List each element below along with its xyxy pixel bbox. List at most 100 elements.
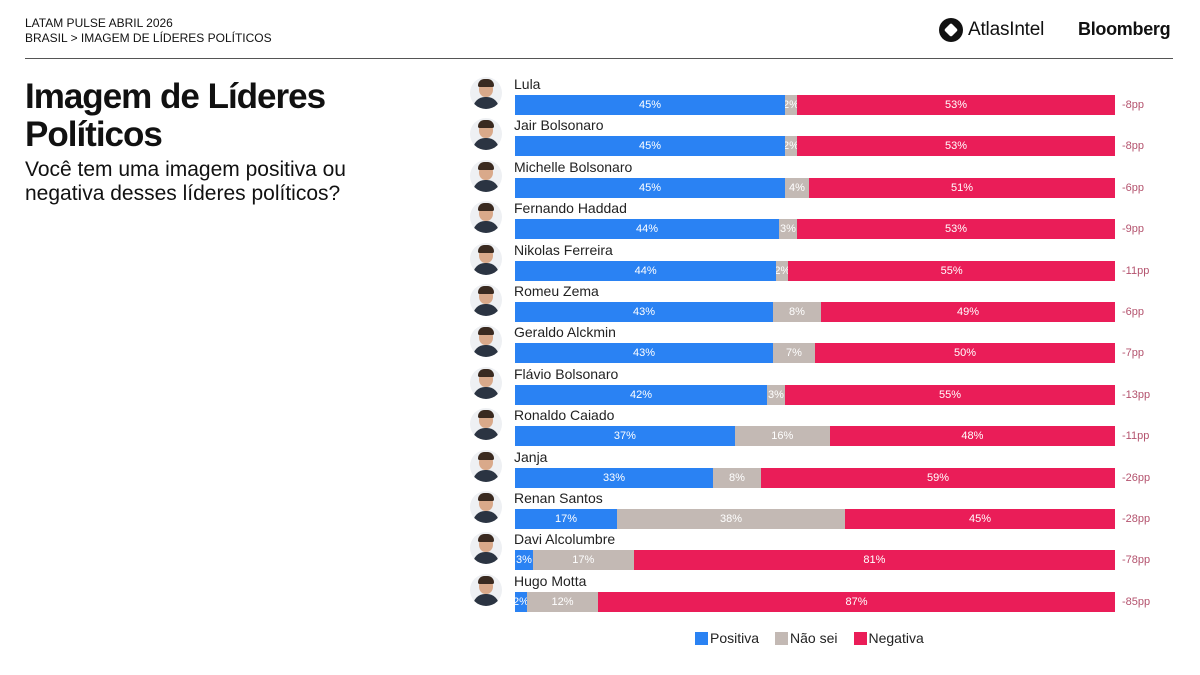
header-divider xyxy=(25,58,1173,59)
stacked-bar: 3% 17% 81% xyxy=(515,550,1115,571)
stacked-bar: 45% 2% 53% xyxy=(515,136,1115,157)
bar-segment-nao-sei: 4% xyxy=(785,177,809,198)
stacked-bar: 45% 4% 51% xyxy=(515,177,1115,198)
bar-segment-positiva: 2% xyxy=(515,591,527,612)
data-label-positiva: 45% xyxy=(638,99,662,111)
avatar-hair-shape xyxy=(478,244,494,253)
bar-segment-negativa: 51% xyxy=(809,177,1115,198)
net-balance-label: -8pp xyxy=(1122,140,1145,153)
avatar-body-shape xyxy=(473,345,499,358)
category-label: Ronaldo Caiado xyxy=(514,407,615,424)
header-kicker-block: LATAM PULSE ABRIL 2026 BRASIL > IMAGEM D… xyxy=(25,16,272,46)
net-balance-label: -26pp xyxy=(1122,471,1151,484)
legend-label-nao-sei: Não sei xyxy=(790,630,838,646)
data-label-nao-sei: 38% xyxy=(719,513,743,525)
bar-segment-positiva: 45% xyxy=(515,95,785,115)
politician-avatar xyxy=(470,325,502,358)
category-label: Renan Santos xyxy=(514,490,603,506)
data-label-positiva: 33% xyxy=(602,471,626,484)
category-label: Lula xyxy=(514,76,541,92)
chart-row: Renan Santos 17% 38% 45% -28pp xyxy=(468,490,1188,531)
avatar-body-shape xyxy=(473,221,499,234)
politician-avatar xyxy=(470,159,502,192)
avatar-body-shape xyxy=(473,552,499,565)
net-balance-label: -11pp xyxy=(1122,430,1150,443)
avatar-hair-shape xyxy=(478,79,494,87)
bar-segment-nao-sei: 12% xyxy=(526,591,599,612)
net-balance-label: -11pp xyxy=(1122,264,1150,277)
bar-segment-positiva: 17% xyxy=(515,509,617,529)
bar-segment-negativa: 53% xyxy=(797,219,1115,240)
chart-row: Hugo Motta 2% 12% 87% -85pp xyxy=(468,573,1188,614)
category-label: Flávio Bolsonaro xyxy=(514,365,619,382)
politician-avatar xyxy=(470,449,502,482)
chart-row: Romeu Zema 43% 8% 49% -6pp xyxy=(468,283,1188,324)
bar-segment-positiva: 33% xyxy=(515,467,713,488)
bar-segment-positiva: 44% xyxy=(515,219,779,240)
bar-segment-negativa: 55% xyxy=(788,260,1115,281)
bar-segment-nao-sei: 2% xyxy=(785,136,797,157)
data-label-positiva: 43% xyxy=(632,306,656,318)
avatar-hair-shape xyxy=(478,410,494,419)
bar-segment-negativa: 48% xyxy=(829,426,1115,447)
bar-segment-negativa: 59% xyxy=(761,467,1115,488)
bar-segment-positiva: 44% xyxy=(515,260,777,281)
net-balance-label: -6pp xyxy=(1122,181,1145,194)
avatar-body-shape xyxy=(473,593,499,606)
stacked-bar: 42% 3% 55% xyxy=(515,384,1115,405)
avatar-hair-shape xyxy=(478,120,494,129)
politician-avatar xyxy=(470,491,502,523)
net-balance-label: -9pp xyxy=(1122,223,1145,236)
bar-segment-negativa: 53% xyxy=(797,95,1115,115)
avatar-hair-shape xyxy=(478,368,494,377)
net-balance-label: -8pp xyxy=(1122,99,1145,111)
chart-row: Nikolas Ferreira 44% 2% 55% -11pp xyxy=(468,242,1188,283)
avatar-hair-shape xyxy=(478,451,494,460)
data-label-nao-sei: 8% xyxy=(789,306,805,318)
bloomberg-logo: Bloomberg xyxy=(1078,19,1171,39)
politician-avatar xyxy=(470,201,502,234)
avatar-body-shape xyxy=(473,138,499,151)
chart-row: Janja 33% 8% 59% -26pp xyxy=(468,449,1188,490)
bar-segment-positiva: 37% xyxy=(515,426,735,447)
category-label: Nikolas Ferreira xyxy=(514,241,613,258)
avatar-body-shape xyxy=(473,97,499,109)
bar-segment-nao-sei: 17% xyxy=(532,550,634,571)
data-label-negativa: 49% xyxy=(956,306,980,318)
data-label-nao-sei: 4% xyxy=(789,181,805,194)
avatar-hair-shape xyxy=(478,286,494,294)
category-label: Michelle Bolsonaro xyxy=(514,158,633,175)
category-label: Jair Bolsonaro xyxy=(514,117,604,134)
avatar-hair-shape xyxy=(478,493,494,501)
bar-segment-negativa: 55% xyxy=(785,384,1115,405)
data-label-positiva: 45% xyxy=(638,140,662,153)
report-kicker: LATAM PULSE ABRIL 2026 xyxy=(25,16,173,30)
data-label-positiva: 17% xyxy=(554,513,578,525)
net-balance-label: -13pp xyxy=(1122,388,1151,401)
atlasintel-logo: AtlasIntel xyxy=(939,18,1044,42)
stacked-bar: 2% 12% 87% xyxy=(515,591,1115,612)
avatar-hair-shape xyxy=(478,327,494,336)
politician-avatar xyxy=(470,573,502,606)
stacked-bar: 44% 2% 55% xyxy=(515,260,1115,281)
category-label: Davi Alcolumbre xyxy=(514,531,616,548)
chart-row: Jair Bolsonaro 45% 2% 53% -8pp xyxy=(468,117,1188,158)
legend-label-positiva: Positiva xyxy=(710,630,760,646)
avatar-hair-shape xyxy=(478,203,494,212)
chart-row: Davi Alcolumbre 3% 17% 81% -78pp xyxy=(468,531,1188,572)
politician-avatar xyxy=(470,118,502,151)
avatar-body-shape xyxy=(473,262,499,275)
data-label-nao-sei: 2% xyxy=(785,99,797,111)
data-label-positiva: 43% xyxy=(632,347,656,360)
atlasintel-mark-icon xyxy=(939,18,963,42)
avatar-hair-shape xyxy=(478,161,494,170)
data-label-nao-sei: 2% xyxy=(785,140,797,153)
category-label: Janja xyxy=(514,448,548,465)
chart-row: Ronaldo Caiado 37% 16% 48% -11pp xyxy=(468,407,1188,448)
data-label-negativa: 87% xyxy=(845,595,868,608)
bar-segment-negativa: 81% xyxy=(633,550,1115,571)
stacked-bar: 44% 3% 53% xyxy=(515,219,1115,240)
politician-avatar xyxy=(470,284,502,316)
stacked-bar: 37% 16% 48% xyxy=(515,426,1115,447)
atlasintel-wordmark: AtlasIntel xyxy=(968,19,1045,40)
